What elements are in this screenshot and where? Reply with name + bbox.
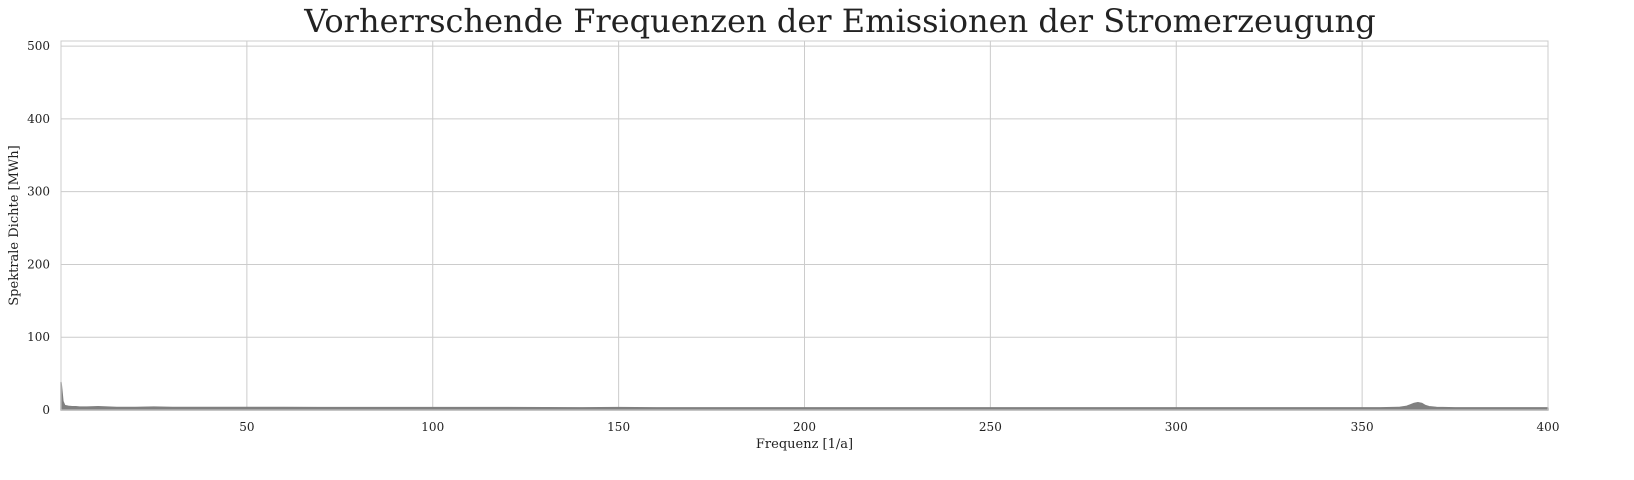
- y-tick-label: 0: [42, 403, 50, 417]
- x-tick-label: 400: [1537, 420, 1560, 434]
- tick-labels: 50 100 150 200 250 300 350 400 0 100 200 300 400 500: [27, 39, 1559, 434]
- y-tick-label: 500: [27, 39, 50, 53]
- chart-title: Vorherrschende Frequenzen der Emissionen…: [304, 2, 1376, 40]
- spectral-density-area: [60, 381, 1549, 411]
- y-tick-label: 300: [27, 185, 50, 199]
- x-tick-label: 150: [607, 420, 630, 434]
- x-tick-label: 350: [1351, 420, 1374, 434]
- x-tick-label: 250: [979, 420, 1002, 434]
- y-tick-label: 100: [27, 330, 50, 344]
- plot-border: [60, 40, 1549, 411]
- y-axis-label: Spektrale Dichte [MWh]: [7, 145, 22, 305]
- plot-frame: [60, 40, 1549, 411]
- x-axis-label: Frequenz [1/a]: [756, 437, 853, 452]
- x-tick-label: 100: [421, 420, 444, 434]
- y-tick-label: 400: [27, 112, 50, 126]
- x-tick-label: 200: [793, 420, 816, 434]
- y-tick-label: 200: [27, 257, 50, 271]
- x-tick-label: 50: [239, 420, 254, 434]
- grid: [61, 41, 1548, 410]
- x-tick-label: 300: [1165, 420, 1188, 434]
- spectral-density-series: [60, 381, 1549, 411]
